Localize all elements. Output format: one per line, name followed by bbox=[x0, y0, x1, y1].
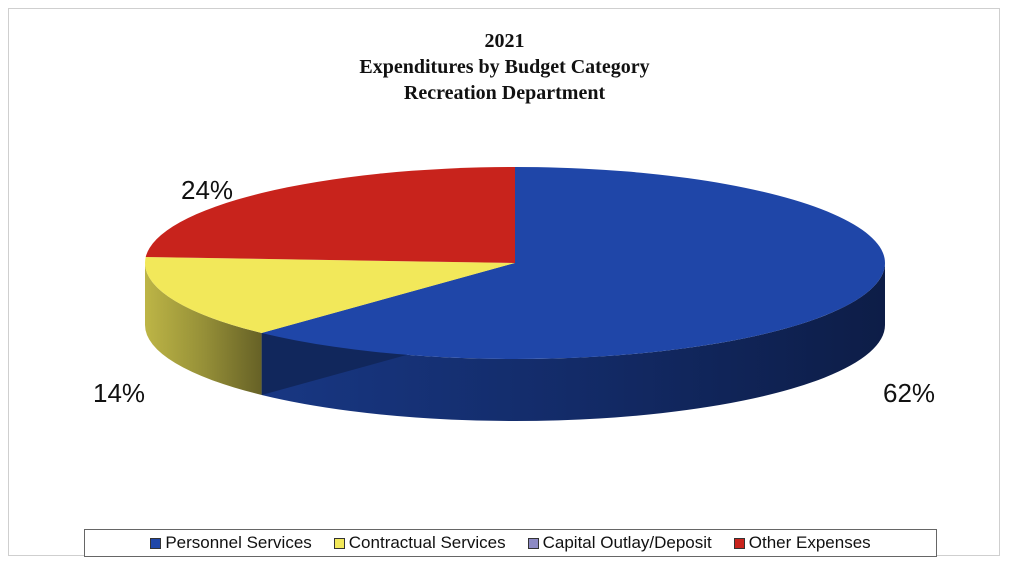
legend-swatch-personnel-services bbox=[150, 537, 162, 549]
legend-item-contractual-services: Contractual Services bbox=[333, 533, 506, 553]
slice-label-other-expenses: 24% bbox=[181, 175, 234, 205]
legend-swatch-contractual-services bbox=[333, 537, 345, 549]
pie-side-personnel-services bbox=[261, 263, 886, 422]
chart-title-line-3: Recreation Department bbox=[403, 82, 606, 104]
legend-swatch-other-expenses bbox=[733, 537, 745, 549]
legend-item-other-expenses: Other Expenses bbox=[733, 533, 871, 553]
legend-label-other-expenses: Other Expenses bbox=[748, 533, 871, 552]
legend-item-capital-outlay-deposit: Capital Outlay/Deposit bbox=[527, 533, 712, 553]
pie-slice-personnel-services bbox=[261, 167, 885, 359]
legend-label-personnel-services: Personnel Services bbox=[165, 533, 312, 552]
pie-side-contractual-services bbox=[145, 263, 262, 395]
chart-title-line-1: 2021 bbox=[484, 30, 525, 52]
legend-label-capital-outlay-deposit: Capital Outlay/Deposit bbox=[542, 533, 712, 552]
slice-label-personnel-services: 62% bbox=[883, 378, 936, 408]
chart-title: 2021 Expenditures by Budget Category Rec… bbox=[0, 28, 1009, 106]
chart-legend: Personnel Services Contractual Services … bbox=[84, 529, 937, 557]
pie-slice-contractual-services bbox=[145, 256, 515, 333]
pie-slice-other-expenses bbox=[145, 167, 516, 263]
legend-swatch-capital-outlay-deposit bbox=[527, 537, 539, 549]
legend-label-contractual-services: Contractual Services bbox=[348, 533, 506, 552]
chart-title-line-2: Expenditures by Budget Category bbox=[359, 56, 650, 78]
slice-label-contractual-services: 14% bbox=[93, 378, 146, 408]
legend-item-personnel-services: Personnel Services bbox=[150, 533, 312, 553]
